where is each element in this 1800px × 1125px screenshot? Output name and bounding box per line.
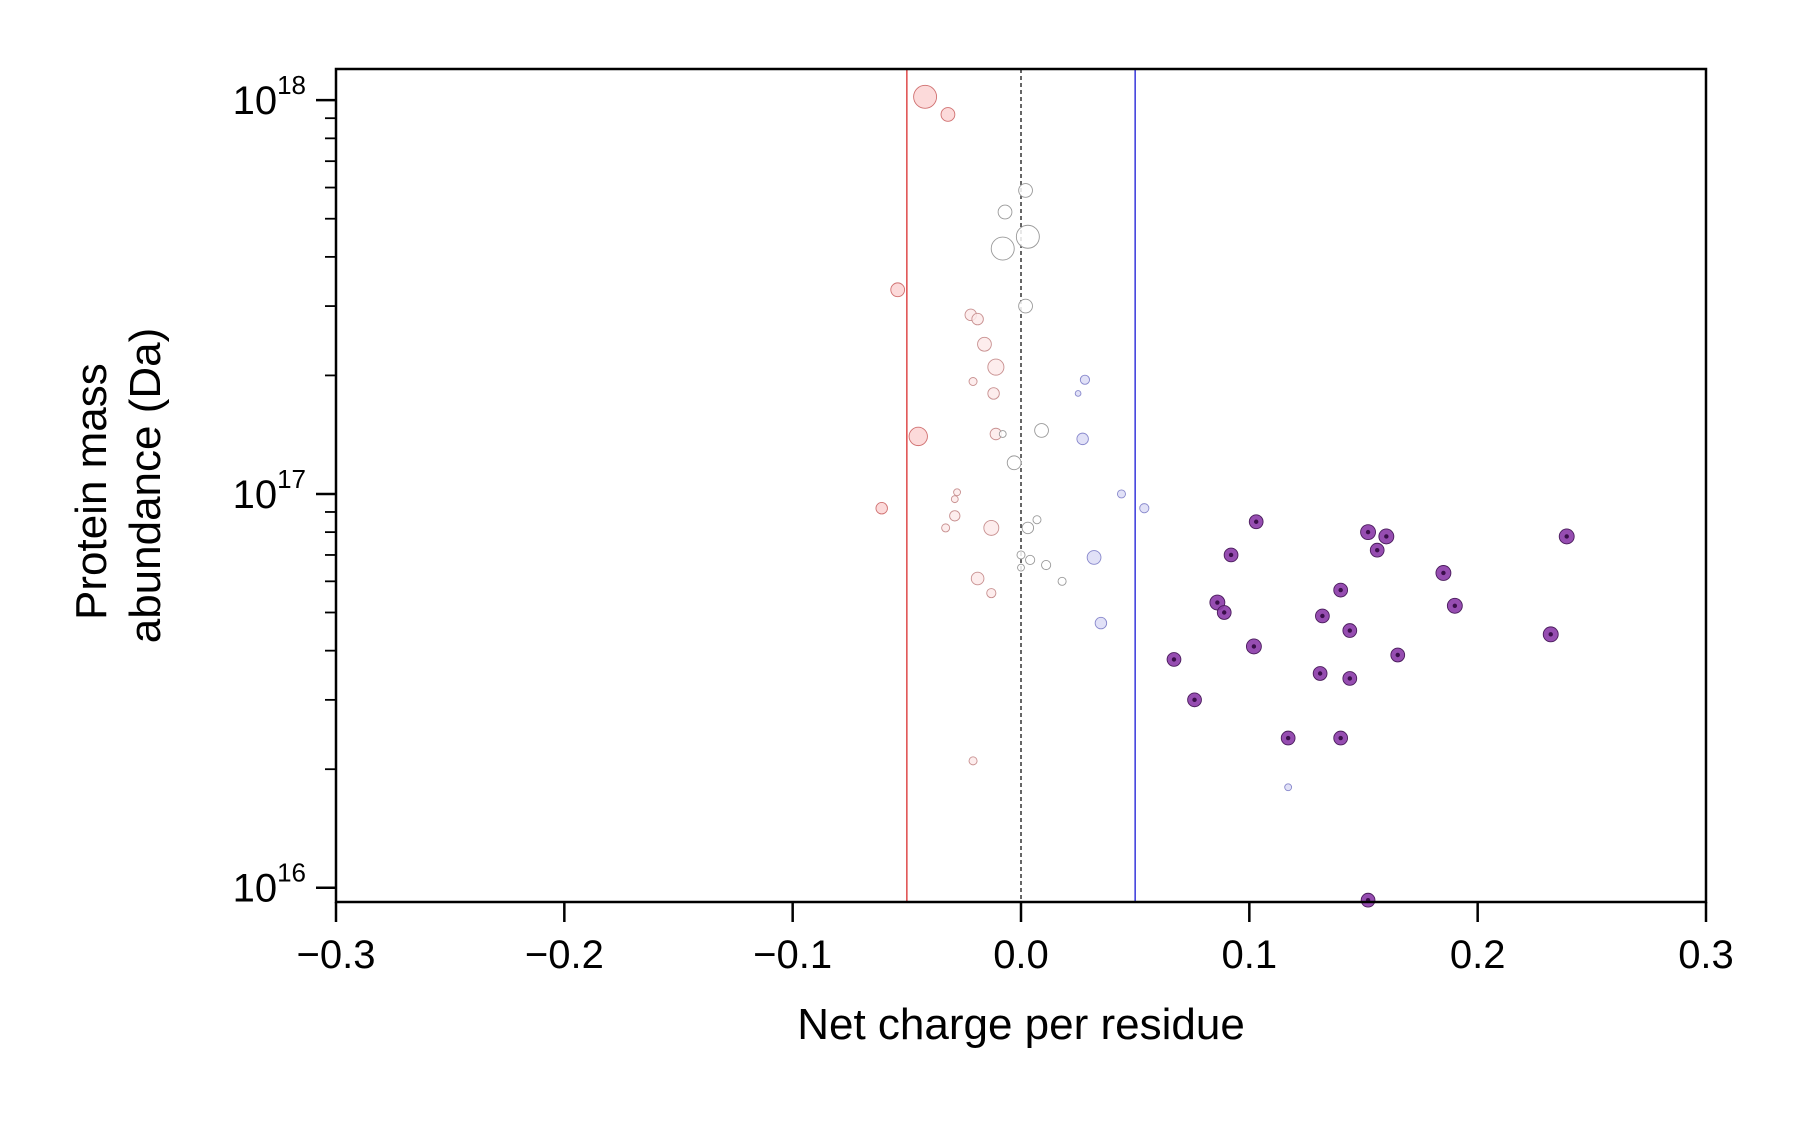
y-tick-label-exponent: 16 <box>277 858 306 888</box>
data-point <box>1015 224 1040 249</box>
y-tick-label-base: 10 <box>233 79 278 123</box>
data-point-center <box>1564 534 1569 539</box>
y-axis-label: Protein mass abundance (Da) <box>67 328 170 644</box>
x-axis: −0.3 −0.2 −0.1 0.0 0.1 0.2 0.3 <box>297 902 1734 977</box>
data-point <box>968 377 978 386</box>
data-point <box>953 488 961 497</box>
data-point <box>997 204 1013 220</box>
data-point <box>1076 432 1089 446</box>
data-point <box>908 426 928 447</box>
y-tick-label-base: 10 <box>233 473 278 517</box>
data-point <box>1116 489 1126 499</box>
data-point-center <box>1338 735 1343 741</box>
y-tick-label-exponent: 18 <box>277 70 306 100</box>
data-point <box>1006 455 1022 471</box>
x-tick-label: −0.2 <box>525 933 604 977</box>
data-point <box>940 107 956 122</box>
data-point <box>987 358 1005 376</box>
data-point <box>1034 423 1049 438</box>
data-point-center <box>1285 735 1291 741</box>
data-point <box>1284 783 1293 792</box>
x-tick-label: 0.0 <box>993 933 1049 977</box>
data-point <box>998 430 1007 438</box>
data-point-center <box>1228 552 1234 558</box>
data-point-center <box>1441 570 1446 576</box>
data-point-center <box>1365 529 1371 535</box>
data-point-center <box>1317 671 1323 676</box>
data-point <box>890 282 906 298</box>
x-tick-label: −0.3 <box>297 933 376 977</box>
data-point <box>970 571 985 586</box>
data-point <box>1086 550 1102 565</box>
data-point <box>1018 183 1033 198</box>
data-point <box>1032 515 1042 525</box>
data-point <box>913 84 938 109</box>
data-point-center <box>1253 519 1259 524</box>
data-point <box>1017 563 1025 572</box>
data-point <box>983 519 1000 536</box>
data-point <box>1074 390 1082 397</box>
data-point <box>1018 298 1033 314</box>
data-point-center <box>1251 644 1257 649</box>
data-point-center <box>1548 632 1553 637</box>
y-tick-label-exponent: 17 <box>277 464 306 494</box>
x-tick-label: 0.2 <box>1450 933 1506 977</box>
data-point <box>971 312 984 326</box>
data-point-center <box>1347 676 1353 681</box>
data-point <box>949 510 961 522</box>
data-point <box>968 756 978 766</box>
data-point <box>1139 503 1150 514</box>
data-point <box>1021 521 1035 535</box>
data-point-center <box>1347 628 1353 633</box>
data-point <box>950 495 959 504</box>
y-tick-label: 1017 <box>233 464 306 517</box>
data-point <box>990 236 1015 261</box>
data-point-center <box>1395 652 1400 658</box>
x-tick-label: 0.1 <box>1222 933 1278 977</box>
y-tick-label: 1018 <box>233 70 306 123</box>
data-points <box>875 84 1575 908</box>
data-point-center <box>1215 600 1220 605</box>
data-point <box>1079 374 1090 385</box>
y-axis-label-line-1: Protein mass <box>67 363 116 620</box>
data-point <box>977 336 992 352</box>
data-point <box>986 588 997 599</box>
data-point-center <box>1320 613 1325 619</box>
x-tick-label: −0.1 <box>753 933 832 977</box>
data-point <box>1041 559 1052 571</box>
y-tick-label-base: 10 <box>233 867 278 911</box>
data-point <box>987 387 1000 400</box>
data-point <box>1057 576 1067 586</box>
x-tick-label: 0.3 <box>1678 933 1734 977</box>
data-point-center <box>1452 603 1458 608</box>
reference-lines <box>906 69 1136 902</box>
y-axis-label-line-2: abundance (Da) <box>121 328 170 644</box>
data-point-center <box>1338 587 1343 593</box>
data-point-center <box>1375 547 1380 553</box>
y-tick-label: 1016 <box>233 858 306 911</box>
data-point <box>1016 550 1026 560</box>
data-point <box>1025 554 1036 565</box>
data-point-center <box>1222 610 1227 615</box>
data-point-center <box>1192 697 1197 703</box>
data-point <box>941 523 951 533</box>
data-point <box>875 502 888 515</box>
data-point-center <box>1384 534 1389 539</box>
data-point-center <box>1171 657 1177 662</box>
x-axis-label: Net charge per residue <box>797 1000 1245 1049</box>
data-point <box>1094 616 1108 630</box>
